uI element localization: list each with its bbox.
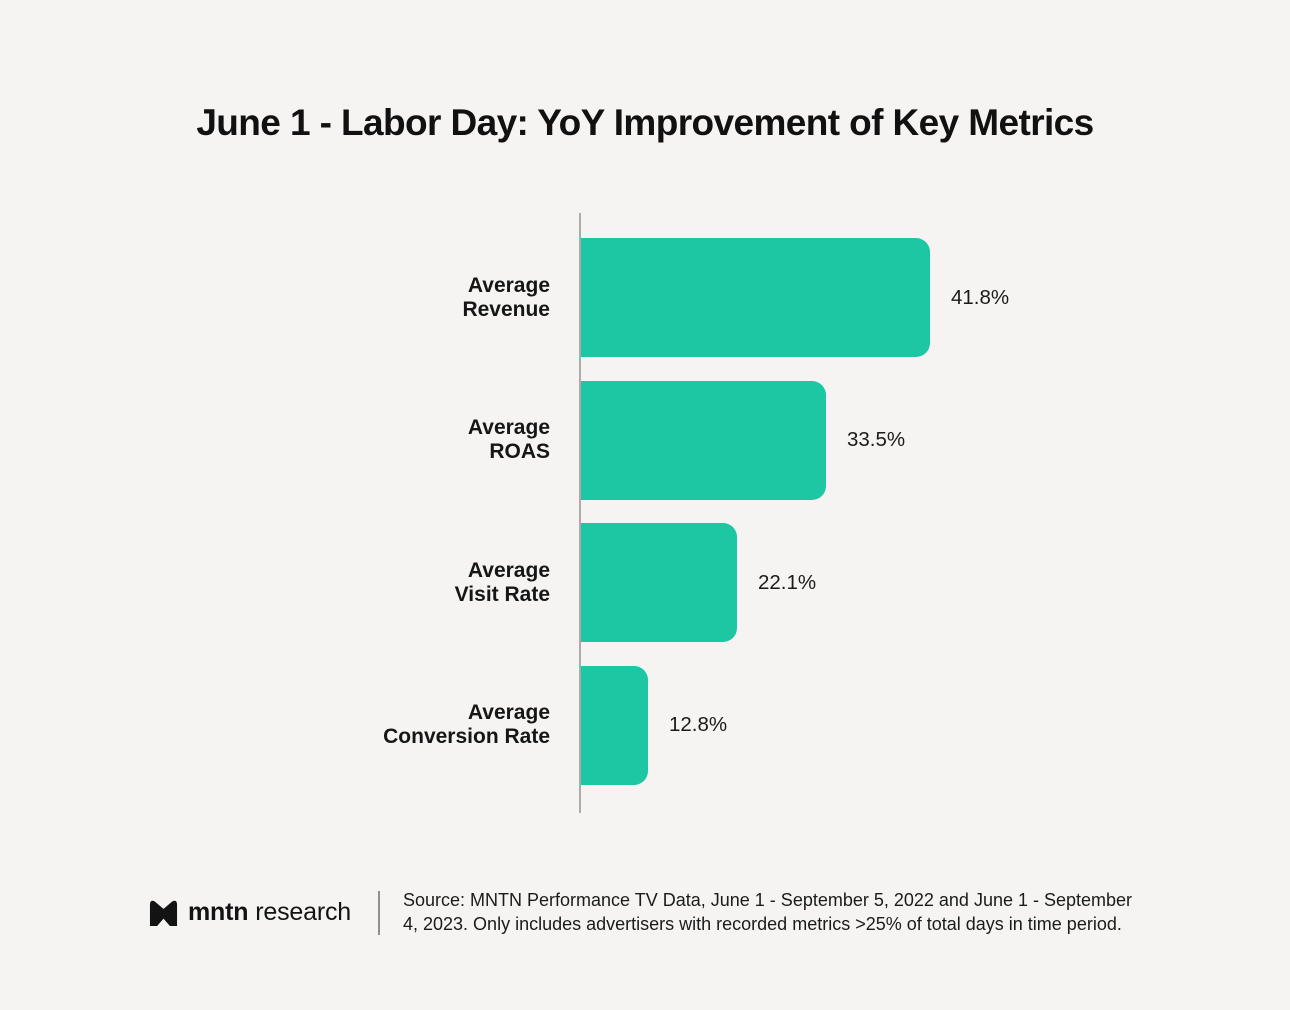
bar-chart: Average Revenue 41.8% Average ROAS 33.5%… <box>0 238 1290 808</box>
category-label: Average Revenue <box>462 273 550 321</box>
logo-text-research: research <box>255 897 351 926</box>
category-label-cell: Average ROAS <box>0 381 581 500</box>
bar-average-revenue <box>581 238 930 357</box>
chart-baseline-axis <box>579 213 581 813</box>
footer-divider <box>378 891 380 935</box>
category-label-cell: Average Conversion Rate <box>0 666 581 785</box>
value-label-cell: 12.8% <box>669 666 727 785</box>
value-label: 41.8% <box>951 285 1010 309</box>
category-label-cell: Average Visit Rate <box>0 523 581 642</box>
category-label: Average Conversion Rate <box>383 701 550 748</box>
bar-row-average-revenue: Average Revenue 41.8% <box>0 238 1290 357</box>
category-label: Average Visit Rate <box>454 558 550 606</box>
mntn-research-logo: mntn research <box>148 893 351 931</box>
bar-row-average-conversion-rate: Average Conversion Rate 12.8% <box>0 665 1290 785</box>
value-label-cell: 22.1% <box>758 523 816 642</box>
logo-text-mntn: mntn <box>188 897 249 926</box>
value-label: 22.1% <box>758 570 817 594</box>
bar-average-conversion-rate <box>581 665 648 785</box>
category-label: Average ROAS <box>467 416 550 463</box>
mntn-m-logo-mark <box>149 900 178 926</box>
bar-average-visit-rate <box>581 523 737 642</box>
chart-title: June 1 - Labor Day: YoY Improvement of K… <box>196 102 1094 143</box>
source-attribution-text: Source: MNTN Performance TV Data, June 1… <box>403 890 1133 934</box>
value-label-cell: 41.8% <box>951 238 1009 357</box>
bar-row-average-visit-rate: Average Visit Rate 22.1% <box>0 523 1290 642</box>
category-label-cell: Average Revenue <box>0 238 581 357</box>
bar-average-roas <box>581 380 826 500</box>
value-label: 12.8% <box>669 713 728 736</box>
value-label-cell: 33.5% <box>847 381 905 500</box>
value-label: 33.5% <box>847 428 906 451</box>
bar-row-average-roas: Average ROAS 33.5% <box>0 380 1290 500</box>
